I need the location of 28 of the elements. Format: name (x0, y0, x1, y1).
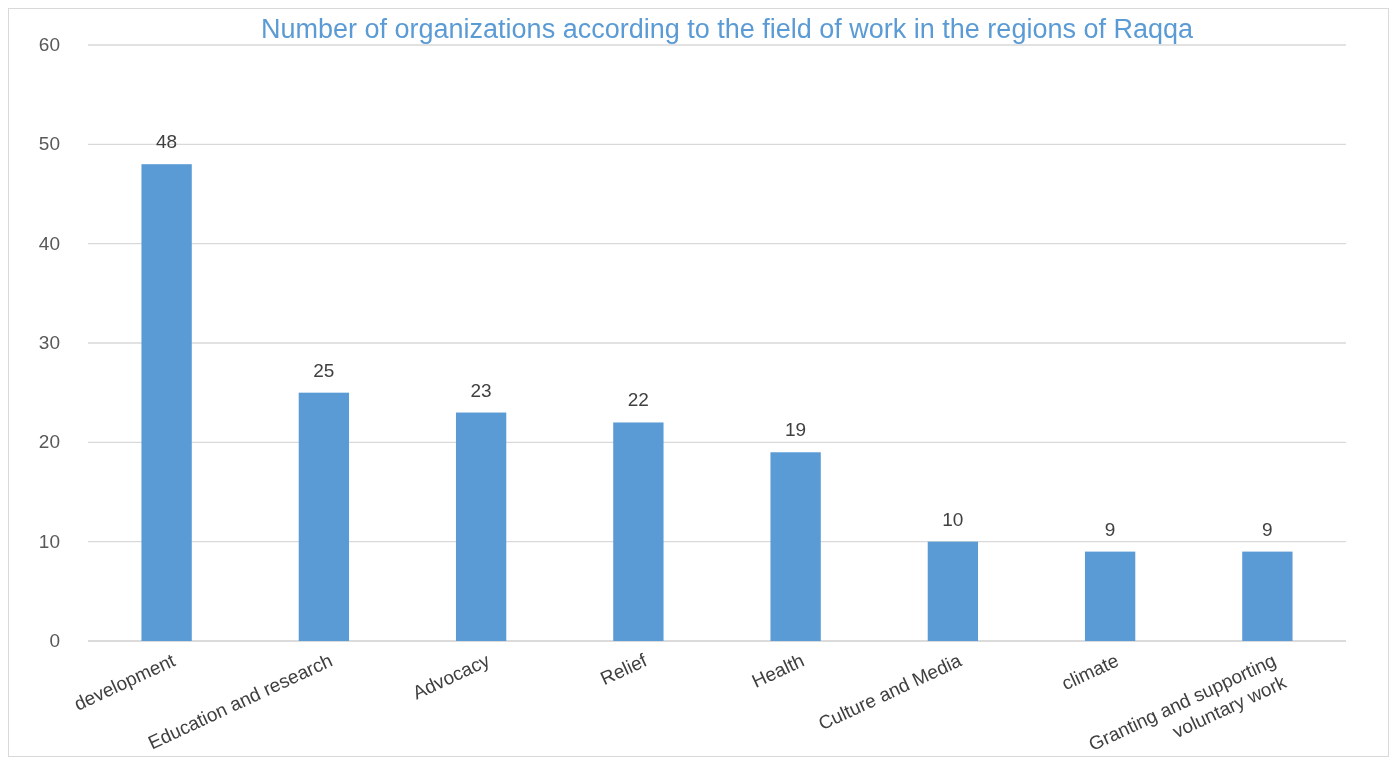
bar (613, 422, 664, 641)
x-tick-label: Culture and Media (814, 649, 965, 735)
data-label: 9 (1262, 518, 1273, 540)
x-tick-label: Health (748, 649, 808, 692)
data-label: 48 (156, 131, 178, 153)
y-tick-label: 10 (38, 530, 60, 552)
bar (1084, 551, 1136, 641)
y-tick-label: 30 (38, 332, 60, 353)
data-label: 25 (313, 359, 335, 381)
y-tick-label: 60 (38, 34, 60, 55)
y-tick-label: 40 (38, 232, 60, 254)
y-tick-label: 20 (38, 431, 60, 453)
data-label: 10 (942, 508, 964, 530)
bar (1242, 551, 1293, 641)
bar (455, 412, 507, 641)
data-label: 22 (627, 389, 649, 411)
data-label: 19 (785, 419, 807, 441)
x-tick-label: climate (1058, 649, 1122, 695)
x-tick-label: Relief (597, 649, 651, 690)
bar (141, 164, 192, 641)
data-label: 23 (470, 379, 492, 401)
bar (298, 392, 350, 641)
y-tick-label: 0 (49, 630, 60, 651)
chart-title: Number of organizations according to the field of work in the regions of Raqqa (260, 14, 1194, 44)
data-label: 9 (1104, 518, 1116, 540)
y-tick-label: 50 (38, 133, 60, 155)
bar (927, 541, 979, 641)
bar (770, 452, 821, 641)
